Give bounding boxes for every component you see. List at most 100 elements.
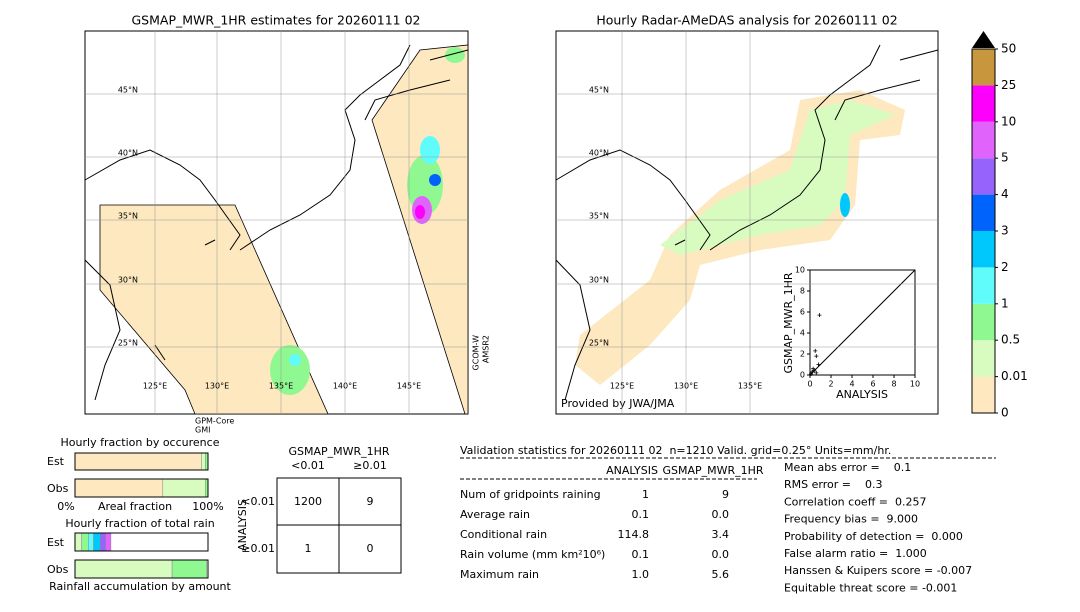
colorbar-label: 4 bbox=[1001, 187, 1009, 201]
stat-label: Num of gridpoints raining bbox=[460, 488, 601, 501]
lon-label: 125°E bbox=[143, 382, 167, 391]
lon-label: 125°E bbox=[610, 382, 634, 391]
x-tick-label: 6 bbox=[870, 380, 875, 389]
stat-label: Maximum rain bbox=[460, 568, 539, 581]
score: RMS error = 0.3 bbox=[784, 478, 882, 491]
lon-label: 140°E bbox=[333, 382, 357, 391]
stat-value: 9 bbox=[722, 488, 729, 501]
bar-frame bbox=[74, 478, 209, 498]
colorbar-label: 3 bbox=[1001, 224, 1009, 238]
colorbar-label: 0.5 bbox=[1001, 333, 1020, 347]
scatter-point bbox=[812, 368, 817, 373]
x-tick-label: 8 bbox=[891, 380, 896, 389]
axis-label: Rainfall accumulation by amount bbox=[49, 580, 231, 593]
x-tick-label: 4 bbox=[849, 380, 854, 389]
fraction-bar bbox=[74, 452, 202, 471]
colorbar-swatch bbox=[972, 267, 995, 304]
scatter-point bbox=[814, 370, 819, 375]
y-tick-label: 0 bbox=[800, 371, 805, 380]
colorbar-label: 50 bbox=[1001, 42, 1016, 56]
scatter-point bbox=[811, 366, 816, 371]
score: False alarm ratio = 1.000 bbox=[784, 547, 927, 560]
cell: 9 bbox=[367, 495, 374, 508]
panel-title: Hourly fraction of total rain bbox=[65, 517, 214, 530]
fraction-bar bbox=[88, 532, 94, 552]
scatter-xlabel: ANALYSIS bbox=[836, 388, 888, 401]
stat-value: 1.0 bbox=[632, 568, 650, 581]
lat-label: 40°N bbox=[589, 149, 609, 158]
colorbar-label: 10 bbox=[1001, 114, 1016, 128]
scatter-point bbox=[810, 369, 815, 374]
colorbar-extend bbox=[972, 31, 995, 48]
fraction-bar bbox=[74, 532, 82, 552]
bar-frame bbox=[74, 452, 209, 471]
diagonal bbox=[809, 269, 916, 376]
axis-label: 0% bbox=[57, 500, 74, 513]
score: Probability of detection = 0.000 bbox=[784, 530, 963, 543]
score: Correlation coeff = 0.257 bbox=[784, 495, 926, 508]
fraction-bar bbox=[171, 559, 207, 579]
fraction-bar bbox=[93, 532, 101, 552]
scatter-point bbox=[817, 313, 822, 318]
lat-label: 45°N bbox=[118, 86, 138, 95]
lat-label: 45°N bbox=[589, 86, 609, 95]
bar-frame bbox=[74, 532, 209, 552]
colorbar-label: 1 bbox=[1001, 296, 1009, 310]
stat-value: 0.1 bbox=[632, 508, 650, 521]
colorbar-swatch bbox=[972, 85, 995, 122]
x-tick-label: 10 bbox=[910, 380, 920, 389]
cell: 0 bbox=[367, 542, 374, 555]
validation-header: Validation statistics for 20260111 02 n=… bbox=[460, 444, 891, 457]
row-label: Obs bbox=[47, 482, 69, 495]
lat-label: 40°N bbox=[118, 149, 138, 158]
lon-label: 145°E bbox=[397, 382, 421, 391]
colorbar-label: 0.01 bbox=[1001, 369, 1028, 383]
contingency-grid bbox=[276, 477, 402, 574]
fraction-bar bbox=[74, 478, 164, 498]
stat-value: 1 bbox=[642, 488, 649, 501]
stat-label: Conditional rain bbox=[460, 528, 547, 541]
colorbar-label: 5 bbox=[1001, 151, 1009, 165]
contingency-ylabel: ANALYSIS bbox=[236, 499, 249, 551]
stat-label: Rain volume (mm km²10⁶) bbox=[460, 548, 605, 561]
y-tick-label: 6 bbox=[800, 308, 805, 317]
column-label: ANALYSIS bbox=[606, 464, 658, 477]
stat-value: 5.6 bbox=[712, 568, 730, 581]
scatter-point bbox=[814, 354, 819, 359]
y-tick-label: 10 bbox=[795, 266, 805, 275]
colorbar-label: 2 bbox=[1001, 260, 1009, 274]
stat-value: 0.0 bbox=[712, 508, 730, 521]
lat-label: 30°N bbox=[118, 276, 138, 285]
scatter-point bbox=[808, 373, 812, 377]
lat-label: 25°N bbox=[118, 339, 138, 348]
stat-value: 114.8 bbox=[618, 528, 650, 541]
column-label: <0.01 bbox=[291, 459, 325, 472]
y-tick-label: 2 bbox=[800, 350, 805, 359]
axis-label: 100% bbox=[192, 500, 223, 513]
x-tick-label: 2 bbox=[828, 380, 833, 389]
column-label: ≥0.01 bbox=[353, 459, 387, 472]
fraction-bar bbox=[74, 559, 173, 579]
colorbar-label: 0 bbox=[1001, 406, 1009, 420]
lon-label: 130°E bbox=[205, 382, 229, 391]
scatter-point bbox=[816, 362, 821, 367]
cell: 1 bbox=[305, 542, 312, 555]
left-map-title: GSMAP_MWR_1HR estimates for 20260111 02 bbox=[132, 13, 421, 28]
sat-label: GCOM-W bbox=[472, 335, 481, 371]
contingency-title: GSMAP_MWR_1HR bbox=[288, 445, 389, 458]
row-label: Est bbox=[47, 455, 65, 468]
fraction-bar bbox=[162, 478, 206, 498]
y-tick-label: 8 bbox=[800, 287, 805, 296]
lon-label: 135°E bbox=[269, 382, 293, 391]
row-label: ≥0.01 bbox=[241, 542, 275, 555]
stat-value: 3.4 bbox=[712, 528, 730, 541]
fraction-bar bbox=[105, 532, 112, 552]
row-label: <0.01 bbox=[241, 495, 275, 508]
stat-label: Average rain bbox=[460, 508, 530, 521]
lon-label: 130°E bbox=[674, 382, 698, 391]
sat-label: GMI bbox=[195, 426, 210, 435]
axis-label: Areal fraction bbox=[98, 500, 172, 513]
credit: Provided by JWA/JMA bbox=[561, 397, 675, 410]
stat-value: 0.0 bbox=[712, 548, 730, 561]
colorbar-swatch bbox=[972, 340, 995, 377]
